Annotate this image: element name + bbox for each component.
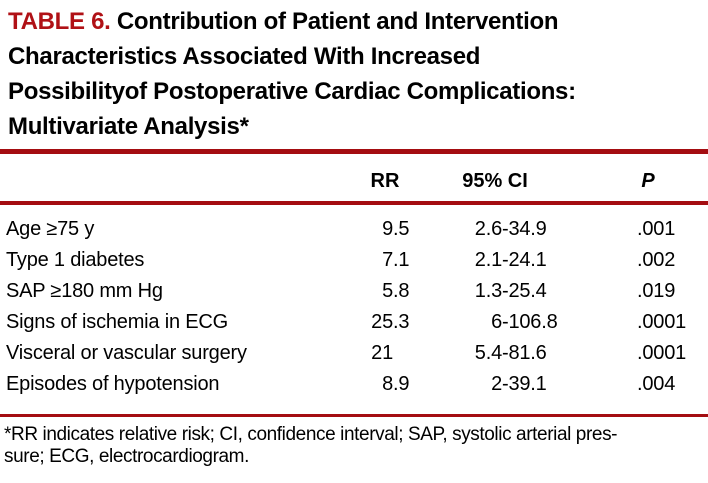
ci-value-low: 5.4 (474, 342, 502, 364)
rr-value-frac: .5 (393, 218, 410, 240)
title-line-4: Multivariate Analysis* (8, 113, 249, 140)
row-label: Age ≥75 y (6, 218, 95, 240)
ci-value-high: -81.6 (502, 342, 547, 364)
title-line-2: Characteristics Associated With Increase… (8, 43, 481, 70)
table-header-row: RR 95% CI P (0, 165, 708, 197)
ci-value-high: -25.4 (502, 280, 547, 302)
p-value: .001 (637, 218, 676, 240)
table-row: Visceral or vascular surgery 21 5.4 -81.6 .0… (0, 338, 708, 369)
rr-value-frac: .1 (393, 249, 410, 271)
table-row: Episodes of hypotension 8.9 2 -39.1 .004 (0, 369, 708, 400)
rule-bottom (0, 414, 708, 417)
rr-value-frac: .8 (393, 280, 410, 302)
footnote-line-1: *RR indicates relative risk; CI, confide… (4, 424, 618, 445)
row-label: Type 1 diabetes (6, 249, 145, 271)
ci-value-low: 6 (491, 311, 502, 333)
rr-value-int: 8 (382, 373, 393, 395)
ci-value-low: 2.6 (474, 218, 502, 240)
ci-value-low: 1.3 (474, 280, 502, 302)
table-title: TABLE 6. Contribution of Patient and Int… (8, 4, 704, 144)
ci-value-high: -39.1 (502, 373, 547, 395)
col-header-p: P (641, 170, 655, 192)
table-footnote: *RR indicates relative risk; CI, confide… (4, 424, 708, 468)
ci-value-low: 2 (491, 373, 502, 395)
rr-value-frac: .9 (393, 373, 410, 395)
table-row: Age ≥75 y 9.5 2.6 -34.9 .001 (0, 214, 708, 245)
table-row: SAP ≥180 mm Hg 5.8 1.3 -25.4 .019 (0, 276, 708, 307)
row-label: Episodes of hypotension (6, 373, 220, 395)
col-header-ci: 95% CI (462, 170, 528, 192)
rr-value-int: 21 (371, 342, 393, 364)
rule-header-bottom (0, 201, 708, 205)
ci-value-low: 2.1 (474, 249, 502, 271)
table-body: Age ≥75 y 9.5 2.6 -34.9 .001 Type 1 diabetes 7… (0, 214, 708, 400)
p-value: .004 (637, 373, 676, 395)
p-value: .019 (637, 280, 676, 302)
footnote-line-2: sure; ECG, electrocardiogram. (4, 446, 249, 467)
rr-value-int: 25 (371, 311, 393, 333)
title-line-3: Possibilityof Postoperative Cardiac Comp… (8, 78, 576, 105)
ci-value-high: -34.9 (502, 218, 547, 240)
table-number-label: TABLE 6. (8, 8, 111, 35)
rr-value-frac: .3 (393, 311, 410, 333)
table-row: Type 1 diabetes 7.1 2.1 -24.1 .002 (0, 245, 708, 276)
title-line-1: Contribution of Patient and Intervention (116, 8, 559, 35)
rr-value-int: 5 (382, 280, 393, 302)
p-value: .0001 (637, 342, 687, 364)
row-label: Visceral or vascular surgery (6, 342, 247, 364)
ci-value-high: -24.1 (502, 249, 547, 271)
col-header-rr: RR (370, 170, 400, 192)
row-label: Signs of ischemia in ECG (6, 311, 228, 333)
p-value: .0001 (637, 311, 687, 333)
table-row: Signs of ischemia in ECG 25.3 6 -106.8 .0001 (0, 307, 708, 338)
row-label: SAP ≥180 mm Hg (6, 280, 163, 302)
p-value: .002 (637, 249, 676, 271)
rr-value-int: 7 (382, 249, 393, 271)
rr-value-int: 9 (382, 218, 393, 240)
ci-value-high: -106.8 (502, 311, 558, 333)
rule-top (0, 149, 708, 154)
